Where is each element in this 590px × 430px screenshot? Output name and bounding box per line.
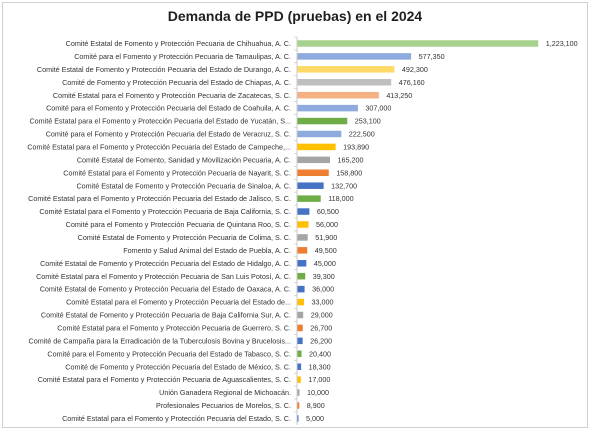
category-label: Comité Estatal de Fomento y Protección P… <box>76 181 291 190</box>
category-label: Comité Estatal para el Fomento y Protecc… <box>36 272 291 281</box>
bar <box>297 324 303 332</box>
category-label: Comité de Fomento y Protección Pecuaria … <box>62 78 291 87</box>
bar <box>297 221 309 228</box>
bar <box>297 182 324 189</box>
value-label: 132,700 <box>331 181 357 190</box>
bar <box>297 376 301 383</box>
value-label: 10,000 <box>307 388 329 397</box>
value-label: 33,000 <box>311 298 333 307</box>
category-label: Comité Estatal de Fomento y Protección P… <box>78 233 291 242</box>
value-label: 17,000 <box>308 375 330 384</box>
bar <box>297 285 305 293</box>
bar <box>297 415 299 422</box>
category-label: Comité para el Fomento y Protección Pecu… <box>46 104 291 113</box>
value-label: 56,000 <box>316 220 338 229</box>
bar <box>297 311 304 319</box>
bar <box>297 79 392 86</box>
category-label: Comité Estatal para el Fomento y Protecc… <box>39 207 291 216</box>
value-label: 165,200 <box>338 155 364 164</box>
category-label: Comité Estatal para el Fomento y Protecc… <box>29 117 291 126</box>
bar <box>297 402 300 409</box>
value-label: 307,000 <box>365 104 391 113</box>
category-label: Comité para el Fomento y Protección Pecu… <box>66 220 291 229</box>
bar <box>297 156 331 164</box>
category-label: Profesionales Pecuarios de Morelos, S. C… <box>156 401 291 410</box>
value-label: 5,000 <box>306 414 324 423</box>
bar <box>297 363 302 370</box>
value-label: 158,800 <box>336 168 362 177</box>
bar <box>297 350 302 358</box>
category-label: Comité Estatal de Fomento, Sanidad y Mov… <box>77 155 291 164</box>
value-label: 193,890 <box>343 143 369 152</box>
value-label: 49,500 <box>315 246 337 255</box>
category-label: Comité Estatal para el Fomento y Protecc… <box>66 298 291 307</box>
bar <box>297 104 358 112</box>
bar <box>297 40 539 47</box>
value-label: 413,250 <box>386 91 412 100</box>
category-label: Unión Ganadera Regional de Michoacán. <box>159 388 291 397</box>
value-label: 222,500 <box>349 130 375 139</box>
bar <box>297 130 342 138</box>
category-label: Comité Estatal de Fomento y Protección P… <box>41 311 291 320</box>
category-label: Comité de Fomento y Protección Pecuaria … <box>65 362 291 371</box>
category-label: Comité para el Fomento y Protección Pecu… <box>46 130 291 139</box>
value-label: 51,900 <box>315 233 337 242</box>
category-label: Comité Estatal para el Fomento y Protecc… <box>38 375 291 384</box>
bar <box>297 260 307 267</box>
category-label: Comité Estatal para el Fomento y Protecc… <box>53 91 291 100</box>
value-label: 29,000 <box>311 311 333 320</box>
value-label: 18,300 <box>309 362 331 371</box>
value-label: 1,223,100 <box>546 39 578 48</box>
value-label: 118,000 <box>328 194 353 203</box>
category-label: Comité Estatal para el Fomento y Protecc… <box>28 194 291 203</box>
value-label: 45,000 <box>314 259 336 268</box>
category-label: Comité para el Fomento y Protección Pecu… <box>74 52 291 61</box>
bar <box>297 195 321 202</box>
category-label: Comité de Campaña para la Erradicación d… <box>29 336 291 345</box>
bar <box>297 117 348 125</box>
value-label: 26,200 <box>310 336 332 345</box>
bar <box>297 298 304 306</box>
value-label: 39,300 <box>313 272 335 281</box>
bar <box>297 247 308 254</box>
bar <box>297 169 329 177</box>
bar <box>297 91 379 99</box>
bar <box>297 66 395 73</box>
bar <box>297 143 336 151</box>
bar <box>297 272 306 280</box>
bar <box>297 337 303 345</box>
value-label: 26,700 <box>310 324 332 333</box>
category-label: Comité Estatal de Fomento y Protección P… <box>66 39 291 48</box>
category-label: Comité Estatal para el Fomento y Protecc… <box>62 414 291 423</box>
category-label: Comité Estatal para el Fomento y Protecc… <box>63 168 291 177</box>
value-label: 253,100 <box>355 117 381 126</box>
value-label: 8,900 <box>307 401 325 410</box>
category-label: Fomento y Salud Animal del Estado de Pue… <box>123 246 291 255</box>
value-label: 20,400 <box>309 349 331 358</box>
category-label: Comité Estatal de Fomento y Protección P… <box>40 285 291 294</box>
value-label: 492,300 <box>402 65 428 74</box>
category-label: Comité Estatal para el Fomento y Protecc… <box>27 143 291 152</box>
category-label: Comité para el Fomento y Protección Pecu… <box>47 349 291 358</box>
category-label: Comité Estatal para el Fomento y Protecc… <box>57 324 291 333</box>
category-label: Comité Estatal de Fomento y Protección P… <box>40 259 291 268</box>
bar <box>297 389 300 396</box>
value-label: 60,500 <box>317 207 339 216</box>
category-label: Comité Estatal de Fomento y Protección P… <box>37 65 291 74</box>
bar <box>297 208 310 215</box>
value-label: 577,350 <box>419 52 445 61</box>
bar <box>297 53 412 60</box>
chart-title: Demanda de PPD (pruebas) en el 2024 <box>167 8 423 24</box>
value-label: 476,160 <box>399 78 425 87</box>
bar <box>297 234 308 241</box>
value-label: 36,000 <box>312 285 334 294</box>
